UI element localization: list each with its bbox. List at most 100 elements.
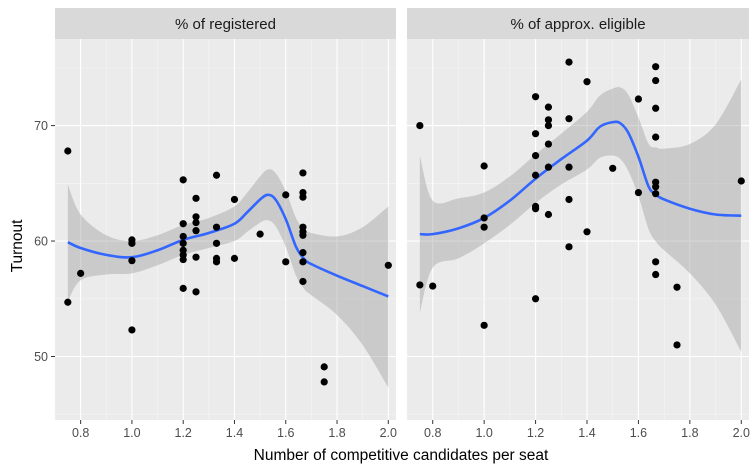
x-tick-label: 1.6	[630, 426, 647, 440]
data-point	[192, 213, 200, 221]
data-point	[299, 258, 307, 266]
x-tick-label: 1.8	[328, 426, 345, 440]
data-point	[531, 93, 540, 101]
data-point	[531, 152, 540, 160]
y-axis-title: Turnout	[9, 219, 26, 273]
data-point	[565, 115, 573, 123]
x-tick-label: 1.8	[681, 426, 698, 440]
x-tick-label: 1.2	[175, 426, 192, 440]
data-point	[652, 258, 660, 266]
data-point	[192, 227, 200, 235]
data-point	[282, 258, 290, 266]
x-axis-right: 0.8 1.0 1.2 1.4 1.6 1.8 2.0	[424, 420, 750, 440]
data-point	[531, 295, 540, 303]
gridlines	[406, 39, 749, 420]
data-point	[480, 223, 488, 231]
data-point	[299, 248, 307, 257]
y-tick-label: 70	[34, 119, 48, 133]
data-point	[583, 78, 591, 86]
x-tick-label: 1.4	[226, 426, 243, 440]
data-point	[480, 321, 488, 329]
data-point	[230, 195, 239, 204]
data-points	[64, 147, 392, 386]
data-point	[192, 253, 200, 261]
data-point	[212, 171, 221, 179]
data-point	[544, 163, 553, 171]
x-tick-label: 1.2	[527, 426, 544, 440]
data-point	[128, 326, 136, 334]
data-point	[544, 210, 553, 219]
data-point	[212, 239, 221, 247]
x-tick-label: 1.0	[123, 426, 140, 440]
data-point	[531, 171, 540, 179]
data-point	[565, 58, 573, 66]
data-point	[179, 176, 187, 184]
data-point	[212, 223, 221, 231]
x-tick-label: 1.6	[277, 426, 294, 440]
facet-strip-label: % of registered	[175, 16, 276, 33]
x-tick-label: 2.0	[733, 426, 750, 440]
data-point	[77, 269, 85, 277]
confidence-band	[67, 169, 389, 388]
data-point	[299, 193, 307, 201]
x-tick-label: 0.8	[72, 426, 89, 440]
data-point	[652, 133, 660, 141]
facet-strip	[407, 8, 749, 39]
data-point	[128, 239, 136, 247]
data-point	[673, 283, 681, 291]
data-point	[179, 255, 187, 264]
data-point	[384, 261, 392, 269]
data-point	[299, 277, 307, 286]
data-point	[565, 195, 573, 204]
data-point	[480, 214, 488, 222]
data-point	[299, 231, 307, 239]
data-point	[480, 162, 488, 170]
data-point	[429, 282, 437, 290]
data-point	[652, 104, 660, 112]
data-point	[179, 232, 187, 241]
data-point	[531, 130, 540, 138]
data-point	[652, 76, 660, 85]
data-point	[64, 298, 72, 306]
data-point	[544, 121, 553, 130]
gridlines	[54, 39, 396, 420]
x-tick-label: 1.4	[578, 426, 595, 440]
data-point	[634, 188, 643, 197]
data-point	[282, 191, 290, 199]
data-point	[673, 341, 681, 349]
data-point	[416, 121, 424, 130]
data-point	[652, 270, 660, 279]
data-point	[192, 194, 200, 202]
facet-strip	[55, 8, 396, 39]
y-tick-label: 50	[34, 350, 48, 364]
data-point	[179, 220, 187, 228]
data-point	[230, 254, 239, 262]
data-point	[192, 218, 200, 227]
data-point	[652, 183, 660, 191]
facet-strip-label: % of approx. eligible	[510, 16, 645, 33]
data-point	[583, 228, 591, 236]
data-point	[609, 164, 617, 172]
data-point	[179, 284, 187, 292]
data-point	[128, 257, 136, 265]
facet-eligible: % of approx. eligible	[406, 8, 749, 420]
data-point	[256, 230, 264, 238]
data-point	[179, 239, 187, 247]
data-point	[64, 147, 72, 155]
x-tick-label: 2.0	[380, 426, 397, 440]
data-point	[320, 363, 328, 371]
data-point	[565, 163, 573, 171]
x-axis-title: Number of competitive candidates per sea…	[254, 447, 549, 464]
data-point	[531, 205, 540, 213]
data-point	[299, 169, 307, 177]
data-points	[416, 58, 745, 349]
data-point	[416, 281, 424, 289]
y-axis: 50 60 70	[34, 119, 55, 364]
x-axis-left: 0.8 1.0 1.2 1.4 1.6 1.8 2.0	[72, 420, 397, 440]
data-point	[544, 103, 553, 111]
data-point	[634, 95, 643, 103]
data-point	[652, 63, 660, 71]
data-point	[737, 177, 745, 185]
data-point	[212, 258, 221, 266]
